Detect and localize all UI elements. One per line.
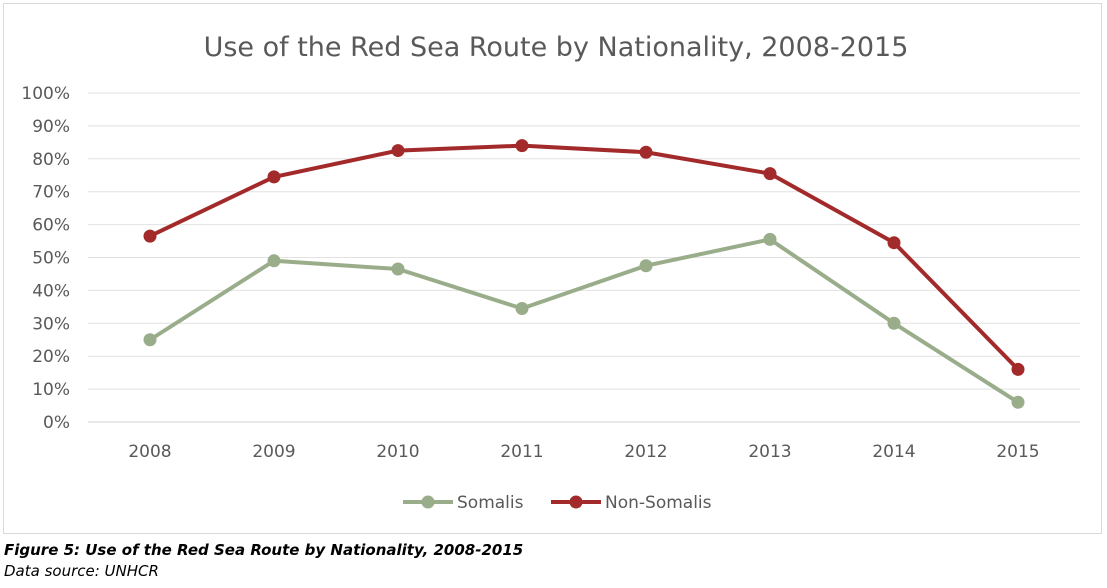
x-tick-label: 2014 — [872, 442, 915, 462]
y-tick-label: 90% — [32, 117, 70, 137]
legend-marker — [421, 495, 435, 509]
x-tick-label: 2012 — [624, 442, 667, 462]
data-point — [143, 333, 157, 347]
figure-caption: Figure 5: Use of the Red Sea Route by Na… — [4, 541, 524, 559]
data-point — [267, 170, 281, 184]
data-source-note: Data source: UNHCR — [4, 562, 159, 580]
chart-title: Use of the Red Sea Route by Nationality,… — [204, 32, 909, 63]
data-point — [391, 144, 405, 158]
data-point — [763, 232, 777, 246]
x-tick-label: 2011 — [500, 442, 543, 462]
y-tick-label: 70% — [32, 183, 70, 203]
y-tick-label: 0% — [43, 413, 70, 433]
series-line — [148, 237, 1020, 404]
data-point — [1011, 362, 1025, 376]
series-line — [149, 143, 1020, 371]
data-point — [887, 236, 901, 250]
data-point — [887, 316, 901, 330]
y-tick-label: 10% — [32, 380, 70, 400]
data-point — [267, 254, 281, 268]
data-point — [1011, 395, 1025, 409]
y-tick-label: 40% — [32, 281, 70, 301]
y-tick-label: 30% — [32, 314, 70, 334]
legend-label: Somalis — [457, 493, 524, 513]
data-point — [515, 301, 529, 315]
legend-marker — [569, 495, 583, 509]
data-point — [143, 229, 157, 243]
y-tick-label: 100% — [21, 84, 70, 104]
data-point — [639, 259, 653, 273]
y-tick-label: 80% — [32, 150, 70, 170]
y-tick-label: 20% — [32, 347, 70, 367]
x-tick-label: 2010 — [376, 442, 419, 462]
data-point — [763, 167, 777, 181]
data-point — [639, 145, 653, 159]
data-point — [391, 262, 405, 276]
y-tick-label: 60% — [32, 216, 70, 236]
x-tick-label: 2015 — [996, 442, 1039, 462]
data-point — [515, 139, 529, 153]
line-chart: Use of the Red Sea Route by Nationality,… — [21, 32, 1080, 513]
x-tick-label: 2008 — [128, 442, 171, 462]
legend-label: Non-Somalis — [605, 493, 712, 513]
x-tick-label: 2009 — [252, 442, 295, 462]
x-tick-label: 2013 — [748, 442, 791, 462]
chart-frame: Use of the Red Sea Route by Nationality,… — [3, 3, 1102, 534]
y-tick-label: 50% — [32, 249, 70, 269]
